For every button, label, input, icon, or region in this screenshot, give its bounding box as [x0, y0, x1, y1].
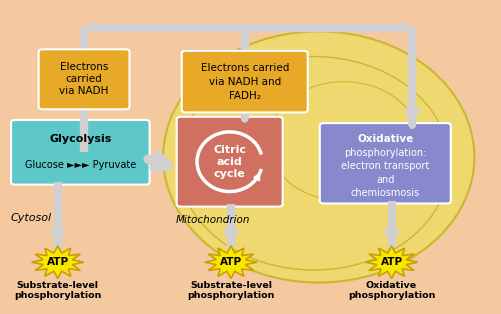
Text: Oxidative
phosphorylation: Oxidative phosphorylation	[347, 281, 434, 300]
Text: ATP: ATP	[219, 257, 241, 267]
Text: acid: acid	[216, 157, 242, 167]
FancyBboxPatch shape	[39, 49, 129, 109]
Text: via NADH and: via NADH and	[208, 77, 280, 87]
Text: cycle: cycle	[213, 169, 245, 179]
FancyBboxPatch shape	[181, 51, 307, 112]
Polygon shape	[32, 246, 84, 279]
Text: Glycolysis: Glycolysis	[49, 134, 111, 144]
Polygon shape	[365, 246, 417, 279]
Text: chemiosmosis: chemiosmosis	[350, 188, 419, 198]
Text: via NADH: via NADH	[59, 86, 109, 96]
Text: electron transport: electron transport	[341, 161, 428, 171]
Text: FADH₂: FADH₂	[228, 91, 260, 101]
Text: Mitochondrion: Mitochondrion	[175, 215, 249, 225]
Text: and: and	[375, 175, 394, 185]
Text: phosphorylation:: phosphorylation:	[343, 148, 426, 158]
FancyBboxPatch shape	[11, 120, 149, 185]
Text: carried: carried	[66, 74, 102, 84]
Text: Substrate-level
phosphorylation: Substrate-level phosphorylation	[187, 281, 274, 300]
Text: Substrate-level
phosphorylation: Substrate-level phosphorylation	[14, 281, 101, 300]
Text: Glucose ►►► Pyruvate: Glucose ►►► Pyruvate	[25, 160, 136, 171]
Text: ATP: ATP	[47, 257, 69, 267]
FancyBboxPatch shape	[176, 117, 282, 207]
Text: ATP: ATP	[380, 257, 402, 267]
Polygon shape	[204, 246, 257, 279]
Text: Electrons carried: Electrons carried	[200, 62, 289, 73]
Ellipse shape	[163, 31, 473, 283]
FancyBboxPatch shape	[319, 123, 450, 203]
Text: Oxidative: Oxidative	[356, 134, 413, 144]
Text: Electrons: Electrons	[60, 62, 108, 72]
Text: Cytosol: Cytosol	[10, 213, 51, 223]
Text: Citric: Citric	[213, 145, 245, 155]
